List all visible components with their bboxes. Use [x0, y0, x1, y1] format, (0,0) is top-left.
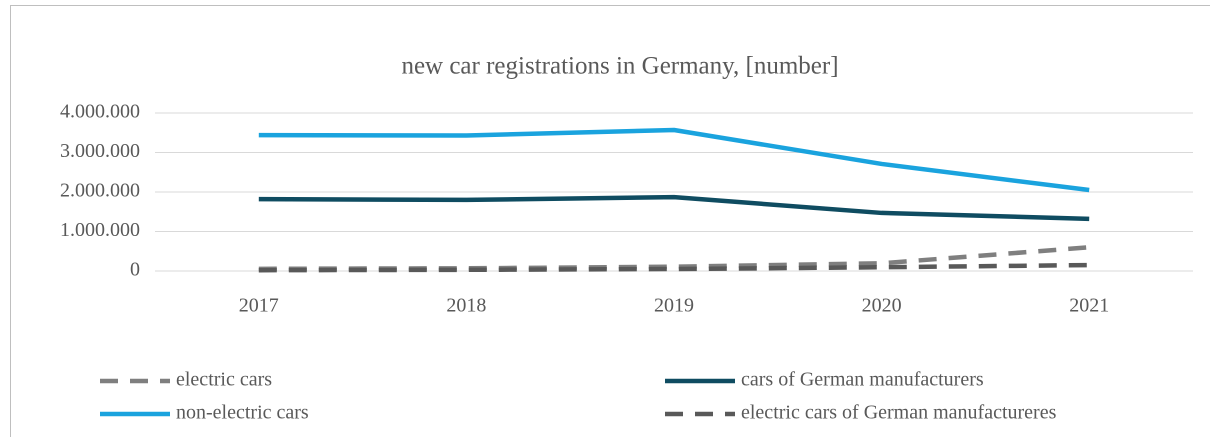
y-tick-label: 0: [130, 259, 140, 281]
legend-label: electric cars: [176, 369, 272, 391]
y-tick-label: 4.000.000: [60, 101, 140, 123]
y-tick-label: 3.000.000: [60, 140, 140, 162]
y-tick-label: 2.000.000: [60, 180, 140, 202]
series-line: [258, 194, 1090, 222]
x-tick-label: 2021: [1069, 295, 1109, 317]
legend-label: cars of German manufacturers: [741, 369, 984, 391]
series-line: [258, 127, 1090, 193]
x-tick-label: 2019: [654, 295, 694, 317]
chart-title: new car registrations in Germany, [numbe…: [401, 53, 838, 80]
x-tick-label: 2020: [862, 295, 902, 317]
legend-label: non-electric cars: [176, 402, 309, 424]
x-tick-label: 2018: [446, 295, 486, 317]
x-tick-label: 2017: [239, 295, 279, 317]
series-line: [258, 262, 1090, 273]
series-line: [258, 245, 1090, 272]
legend-label: electric cars of German manufactureres: [741, 402, 1057, 424]
y-tick-label: 1.000.000: [60, 219, 140, 241]
chart-border: [10, 5, 1210, 437]
